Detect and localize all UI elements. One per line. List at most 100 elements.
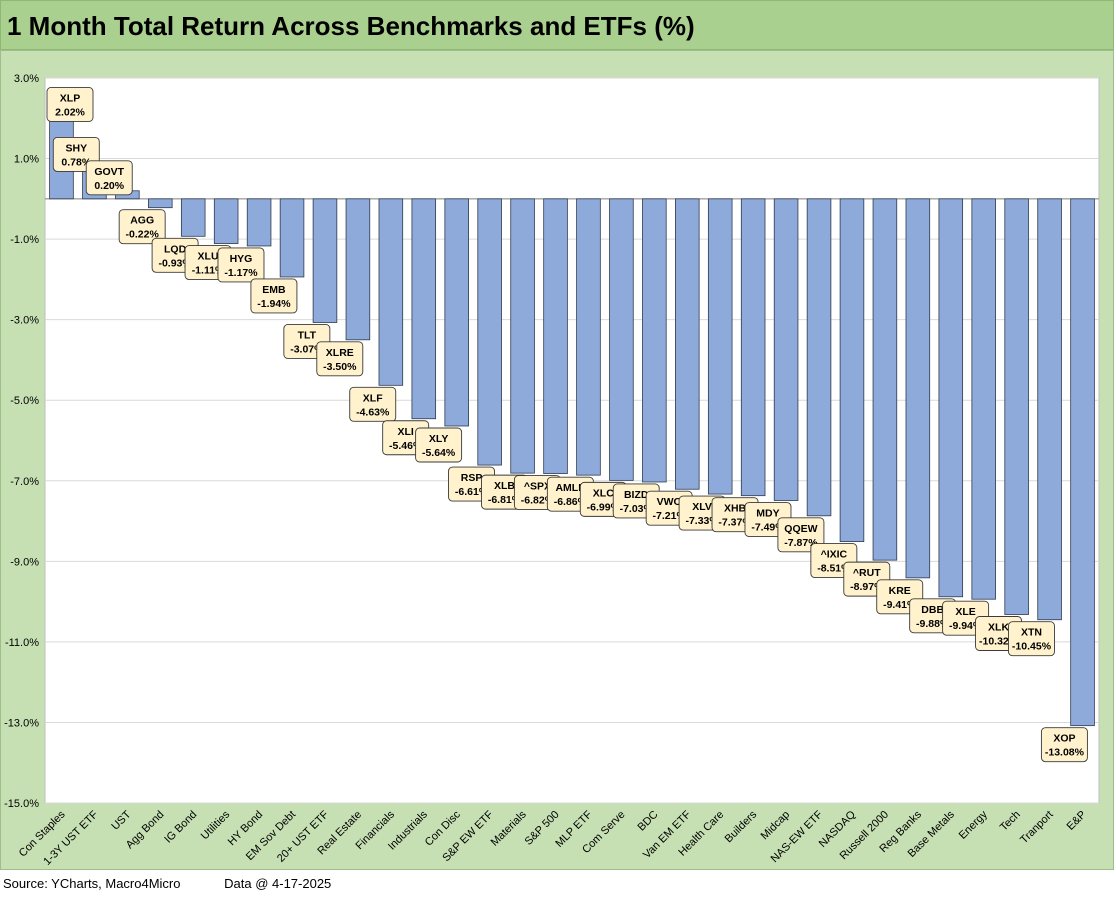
data-label-ticker: SHY bbox=[65, 142, 87, 154]
data-label-box bbox=[250, 278, 298, 314]
data-label-ticker: XLU bbox=[198, 251, 219, 263]
bar bbox=[905, 198, 931, 579]
data-label-box bbox=[349, 386, 397, 422]
data-label-value: -7.21% bbox=[653, 510, 687, 522]
data-label-ticker: BIZD bbox=[624, 489, 649, 501]
data-label-value: 0.78% bbox=[61, 156, 91, 168]
bar bbox=[576, 198, 601, 476]
data-label-box bbox=[46, 87, 94, 122]
data-label-ticker: TLT bbox=[298, 329, 317, 341]
title-bar: 1 Month Total Return Across Benchmarks a… bbox=[0, 0, 1114, 50]
bar bbox=[477, 198, 502, 466]
category-label: E&P bbox=[1065, 809, 1089, 833]
bar bbox=[180, 198, 206, 237]
bar bbox=[642, 198, 667, 483]
bar bbox=[148, 198, 173, 209]
data-label-value: -7.37% bbox=[718, 517, 752, 529]
source-note: Source: YCharts, Macro4Micro bbox=[3, 876, 181, 891]
category-label: Tranport bbox=[1018, 809, 1056, 847]
data-label-ticker: ^SPX bbox=[524, 481, 551, 493]
data-label-value: -9.88% bbox=[916, 618, 950, 630]
data-label-value: -5.46% bbox=[389, 440, 423, 452]
y-tick-label: 3.0% bbox=[14, 73, 39, 85]
bar bbox=[444, 198, 469, 427]
data-label-value: -0.93% bbox=[158, 257, 192, 269]
data-label-ticker: VWO bbox=[657, 496, 682, 508]
data-label-value: -6.99% bbox=[587, 501, 621, 513]
bar bbox=[1070, 198, 1095, 727]
data-label-ticker: GOVT bbox=[94, 166, 124, 178]
bar bbox=[707, 198, 733, 495]
data-label-ticker: XOP bbox=[1053, 733, 1075, 745]
bar bbox=[773, 198, 799, 501]
data-label-value: -10.45% bbox=[1012, 641, 1052, 653]
data-label-value: -1.17% bbox=[224, 267, 258, 279]
bar bbox=[675, 198, 700, 490]
data-label-ticker: DBB bbox=[921, 604, 944, 616]
data-label-value: -8.97% bbox=[850, 581, 884, 593]
data-label-ticker: RSP bbox=[461, 472, 483, 484]
footer: Source: YCharts, Macro4Micro Data @ 4-17… bbox=[3, 876, 331, 891]
data-label-ticker: XLC bbox=[593, 487, 614, 499]
bar bbox=[971, 198, 996, 600]
bar bbox=[872, 198, 898, 561]
data-label-box bbox=[1040, 727, 1088, 763]
data-label-value: -4.63% bbox=[356, 406, 390, 418]
data-label-value: 0.20% bbox=[94, 180, 124, 192]
data-label-ticker: QQEW bbox=[784, 523, 817, 535]
bar bbox=[213, 198, 239, 244]
y-tick-label: -13.0% bbox=[4, 717, 39, 729]
y-tick-label: -1.0% bbox=[10, 234, 39, 246]
bar-chart: 3.0% 1.0% -1.0% -3.0% -5.0% -7.0% -9.0% -11.0% -… bbox=[4, 73, 1100, 868]
data-label-ticker: XLP bbox=[60, 92, 80, 104]
data-label-ticker: XLK bbox=[988, 622, 1009, 634]
data-label-ticker: KRE bbox=[889, 585, 911, 597]
data-label-value: 2.02% bbox=[55, 106, 85, 118]
bar bbox=[378, 198, 404, 386]
data-label-box bbox=[85, 160, 133, 196]
y-tick-label: -15.0% bbox=[4, 798, 39, 810]
data-label-ticker: AGG bbox=[130, 215, 154, 227]
category-label: BDC bbox=[636, 809, 661, 834]
data-label-value: -7.87% bbox=[784, 537, 818, 549]
data-label-box bbox=[316, 341, 364, 377]
data-label-value: -5.64% bbox=[422, 447, 456, 459]
data-label-value: -7.03% bbox=[620, 503, 654, 515]
data-label-ticker: HYG bbox=[230, 253, 253, 265]
data-date-note: Data @ 4-17-2025 bbox=[224, 876, 332, 891]
data-label-ticker: XLE bbox=[955, 606, 975, 618]
category-label: Materials bbox=[489, 808, 529, 848]
data-label-ticker: XLRE bbox=[326, 347, 354, 359]
bar bbox=[312, 198, 338, 323]
y-tick-label: -9.0% bbox=[10, 556, 39, 568]
data-label-value: -0.22% bbox=[126, 229, 160, 241]
y-tick-label: -7.0% bbox=[10, 476, 39, 488]
data-label-ticker: XTN bbox=[1021, 627, 1042, 639]
category-label: Tech bbox=[998, 809, 1023, 834]
data-label-ticker: LQD bbox=[164, 243, 187, 255]
data-label-value: -9.94% bbox=[949, 620, 983, 632]
data-label-ticker: XLI bbox=[397, 426, 413, 438]
category-label: IG Bond bbox=[162, 809, 199, 846]
bar bbox=[411, 198, 437, 420]
chart-title: 1 Month Total Return Across Benchmarks a… bbox=[7, 11, 695, 41]
data-label-value: -1.11% bbox=[192, 265, 225, 277]
data-label-value: -7.49% bbox=[751, 522, 785, 534]
category-label: UST bbox=[109, 808, 133, 832]
data-label-ticker: XLY bbox=[429, 433, 448, 445]
data-label-box bbox=[118, 209, 166, 245]
data-label-box bbox=[415, 427, 463, 463]
bar bbox=[938, 198, 964, 598]
bar bbox=[510, 198, 535, 474]
data-label-value: -8.51% bbox=[817, 563, 851, 575]
bar bbox=[1037, 198, 1062, 621]
data-label-value: -6.86% bbox=[554, 496, 588, 508]
data-label-box bbox=[777, 517, 825, 553]
data-label-ticker: XLF bbox=[363, 392, 383, 404]
chart-panel: 3.0% 1.0% -1.0% -3.0% -5.0% -7.0% -9.0% -11.0% -… bbox=[0, 50, 1114, 870]
data-label-ticker: XLV bbox=[692, 501, 712, 513]
y-tick-label: -11.0% bbox=[5, 637, 39, 649]
category-label: Energy bbox=[957, 808, 990, 841]
data-label-value: -7.33% bbox=[685, 515, 719, 527]
bar bbox=[543, 198, 568, 474]
